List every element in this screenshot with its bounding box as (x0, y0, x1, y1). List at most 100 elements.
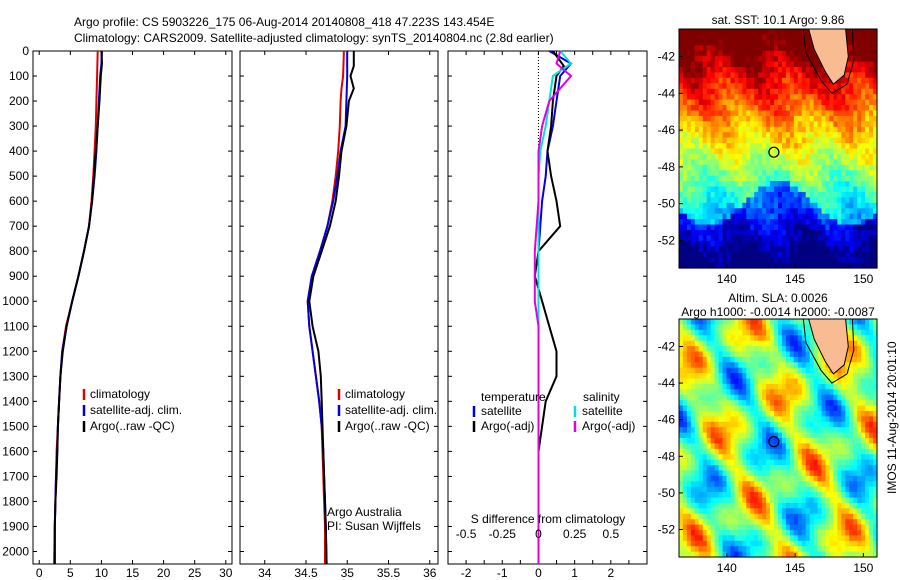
map-cell (714, 143, 720, 150)
map-cell (682, 319, 688, 326)
map-cell (805, 389, 811, 396)
map-cell (718, 540, 724, 547)
map-cell (817, 262, 823, 269)
map-cell (778, 181, 783, 188)
map-cell (801, 383, 807, 390)
map-cell (754, 126, 759, 133)
map-cell (762, 351, 767, 358)
map-cell (694, 335, 700, 342)
map-cell (742, 77, 747, 84)
map-cell (873, 454, 878, 461)
map-cell (742, 502, 747, 509)
map-cell (801, 99, 807, 106)
map-cell (758, 99, 763, 106)
map-cell (849, 219, 854, 226)
map-cell (694, 197, 700, 204)
map-cell (722, 153, 728, 160)
map-cell (857, 421, 862, 428)
map-cell (702, 213, 708, 220)
map-cell (679, 181, 684, 188)
map-cell (734, 535, 739, 542)
map-cell (726, 99, 732, 106)
map-cell (789, 72, 795, 79)
map-cell (686, 486, 692, 493)
map-cell (801, 240, 807, 247)
map-cell (857, 432, 862, 439)
map-cell (817, 443, 823, 450)
map-cell (778, 438, 783, 445)
map-cell (801, 235, 807, 242)
map-cell (865, 356, 870, 363)
map-cell (841, 535, 846, 542)
map-cell (873, 324, 878, 331)
map-cell (694, 356, 700, 363)
map-cell (853, 546, 858, 553)
map-cell (730, 257, 736, 264)
map-cell (813, 240, 819, 247)
map-cell (785, 262, 791, 269)
map-cell (746, 45, 751, 52)
map-cell (853, 246, 858, 253)
map-cell (702, 153, 708, 160)
map-cell (845, 115, 850, 122)
map-cell (825, 164, 831, 171)
map-cell (849, 50, 854, 57)
map-cell (837, 486, 842, 493)
map-cell (742, 164, 747, 171)
map-cell (813, 378, 819, 385)
map-cell (734, 208, 739, 215)
map-cell (813, 367, 819, 374)
map-cell (734, 400, 739, 407)
map-cell (793, 175, 799, 182)
map-cell (718, 229, 724, 237)
map-cell (694, 551, 700, 558)
map-cell (793, 191, 799, 198)
map-cell (742, 224, 747, 231)
map-cell (690, 529, 696, 536)
map-cell (857, 213, 862, 220)
map-cell (865, 502, 870, 509)
map-cell (829, 519, 835, 526)
map-cell (809, 362, 815, 369)
map-cell (686, 362, 692, 369)
map-cell (853, 56, 858, 63)
map-cell (682, 181, 688, 188)
map-cell (698, 257, 704, 264)
map-cell (789, 170, 795, 177)
map-cell (742, 72, 747, 79)
map-cell (869, 72, 874, 79)
map-cell (841, 235, 846, 242)
map-cell (758, 83, 763, 90)
map-cell (793, 481, 799, 488)
y-tick-label: 1900 (2, 519, 29, 533)
map-cell (774, 164, 779, 171)
map-cell (706, 257, 712, 264)
map-cell (793, 126, 799, 133)
map-cell (730, 94, 736, 101)
map-cell (849, 164, 854, 171)
map-cell (833, 219, 838, 226)
map-cell (774, 324, 779, 331)
map-cell (793, 346, 799, 353)
map-cell (750, 400, 755, 407)
map-cell (873, 67, 878, 74)
map-cell (853, 29, 858, 36)
map-cell (797, 378, 803, 385)
map-cell (817, 191, 823, 198)
map-cell (789, 137, 795, 144)
map-cell (702, 121, 708, 128)
map-cell (758, 486, 763, 493)
map-cell (845, 72, 850, 79)
map-cell (714, 329, 720, 336)
map-cell (734, 77, 739, 84)
map-cell (726, 164, 732, 171)
map-cell (758, 94, 763, 101)
map-cell (789, 465, 795, 472)
map-cell (766, 524, 771, 531)
secondary-tick-label: -0.25 (489, 527, 517, 541)
map-cell (813, 438, 819, 445)
map-cell (734, 416, 739, 423)
map-cell (801, 335, 807, 342)
map-cell (750, 50, 755, 57)
map-cell (841, 416, 846, 423)
